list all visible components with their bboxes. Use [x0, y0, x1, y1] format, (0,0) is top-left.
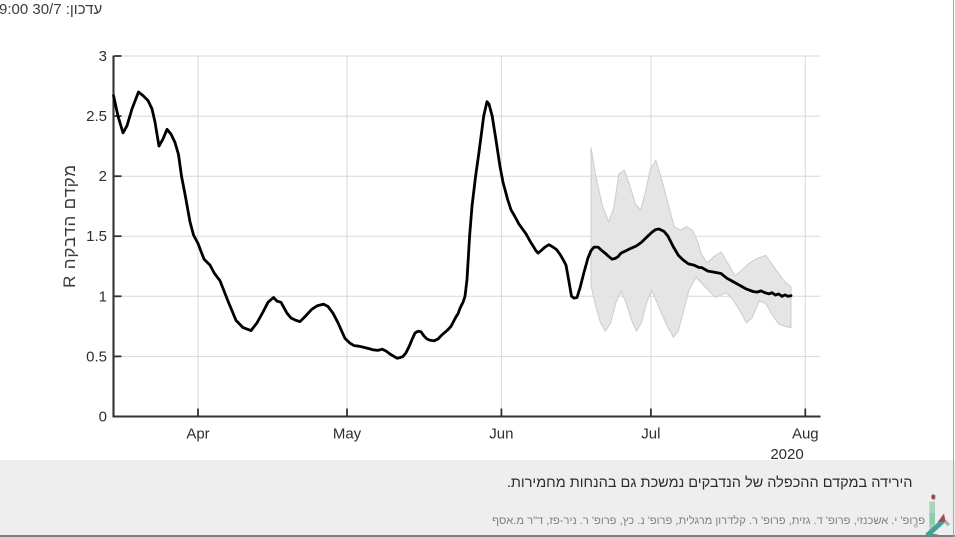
svg-text:May: May [333, 426, 362, 443]
svg-text:2020: 2020 [770, 446, 803, 463]
svg-text:Apr: Apr [186, 426, 209, 443]
svg-text:2: 2 [99, 168, 107, 185]
svg-text:1: 1 [99, 288, 107, 305]
svg-text:0: 0 [99, 409, 107, 426]
svg-text:1.5: 1.5 [86, 228, 107, 245]
svg-text:מקדם הדבקה R: מקדם הדבקה R [60, 164, 79, 288]
svg-text:3: 3 [99, 48, 107, 65]
svg-text:Aug: Aug [792, 426, 819, 443]
svg-text:0.5: 0.5 [86, 348, 107, 365]
svg-text:2.5: 2.5 [86, 108, 107, 125]
svg-text:Jul: Jul [641, 426, 660, 443]
svg-text:Jun: Jun [489, 426, 513, 443]
